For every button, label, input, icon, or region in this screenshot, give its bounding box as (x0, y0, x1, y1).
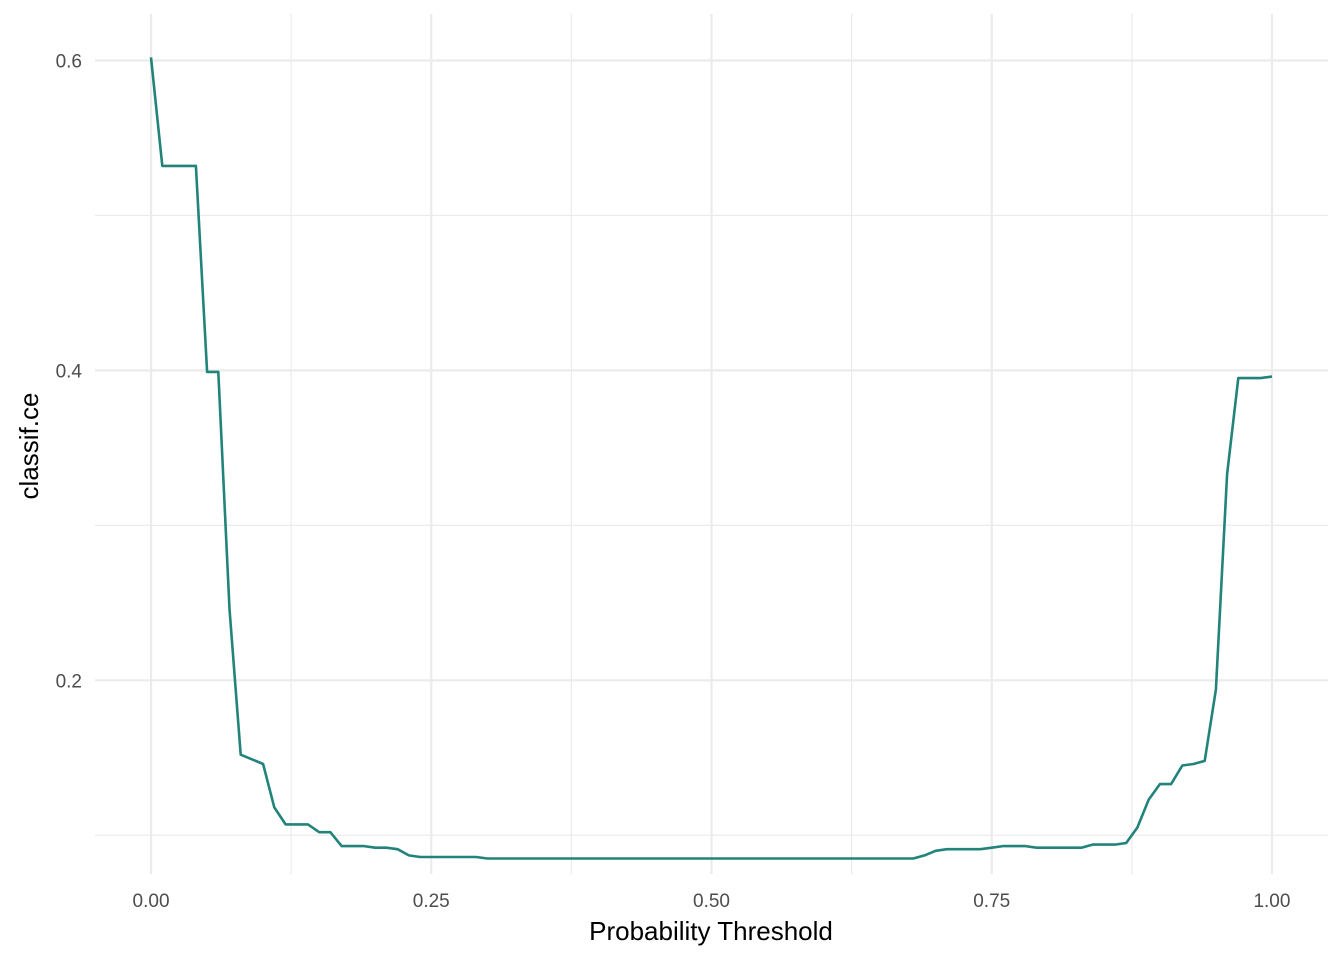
y-tick-label: 0.6 (56, 51, 82, 72)
x-tick-label: 0.00 (133, 891, 170, 912)
y-tick-label: 0.4 (56, 361, 83, 382)
x-tick-label: 0.75 (973, 891, 1010, 912)
major-gridlines (95, 14, 1328, 874)
data-series (149, 57, 1273, 860)
x-tick-label: 0.25 (413, 891, 450, 912)
y-tick-label: 0.2 (56, 671, 82, 692)
x-axis-title: Probability Threshold (589, 916, 833, 946)
x-axis-tick-labels: 0.00 0.25 0.50 0.75 1.00 (133, 891, 1291, 912)
series-line (149, 57, 1273, 860)
x-tick-label: 0.50 (693, 891, 730, 912)
y-axis-tick-labels: 0.2 0.4 0.6 (56, 51, 83, 692)
x-tick-label: 1.00 (1253, 891, 1290, 912)
y-axis-title: classif.ce (14, 393, 44, 500)
